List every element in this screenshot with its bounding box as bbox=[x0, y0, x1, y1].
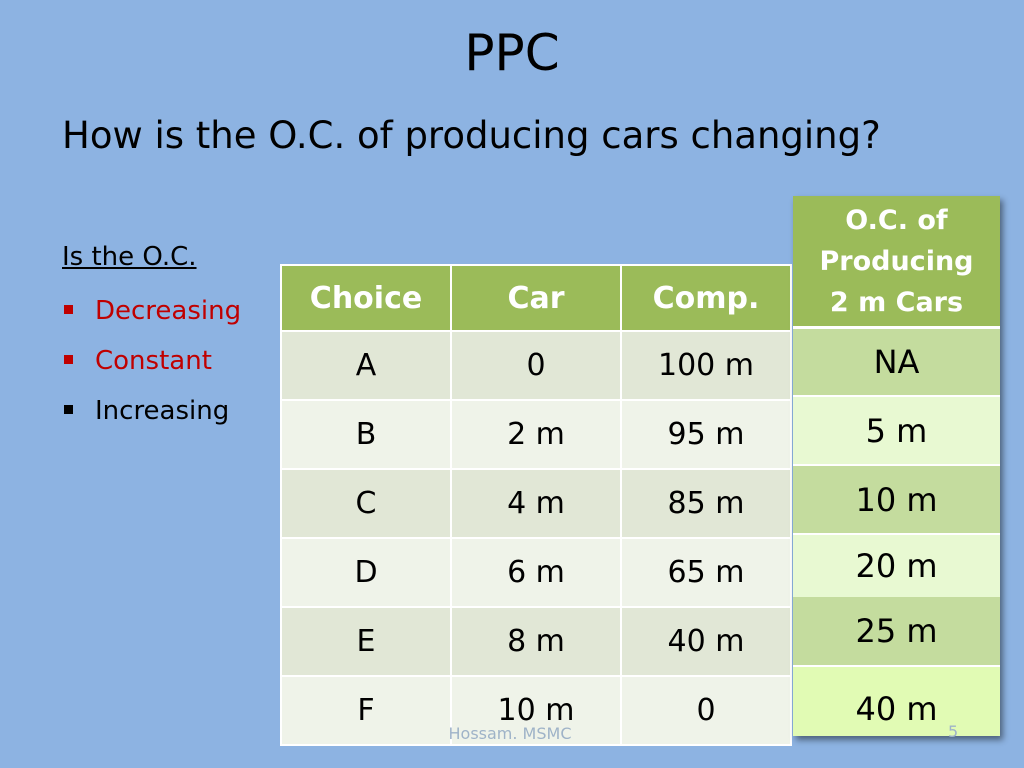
table-row: E 8 m 40 m bbox=[280, 606, 792, 677]
header-comp: Comp. bbox=[620, 264, 792, 332]
table-row: D 6 m 65 m bbox=[280, 537, 792, 608]
page-number: 5 bbox=[948, 722, 959, 741]
ppc-table: Choice Car Comp. A 0 100 m B 2 m 95 m C … bbox=[280, 264, 792, 746]
slide-subtitle: How is the O.C. of producing cars changi… bbox=[62, 114, 881, 157]
table-cell: 2 m bbox=[450, 399, 622, 470]
question-lead: Is the O.C. bbox=[62, 242, 197, 272]
table-cell: F bbox=[280, 675, 452, 746]
oc-value-cell: NA bbox=[793, 329, 1000, 395]
table-row: A 0 100 m bbox=[280, 330, 792, 401]
answer-options: Decreasing Constant Increasing bbox=[62, 286, 241, 436]
option-constant: Constant bbox=[62, 336, 241, 386]
square-bullet-icon bbox=[64, 355, 73, 364]
table-cell: 85 m bbox=[620, 468, 792, 539]
oc-column-box: O.C. of Producing 2 m Cars NA 5 m 10 m 2… bbox=[793, 196, 1000, 736]
table-cell: A bbox=[280, 330, 452, 401]
table-cell: 4 m bbox=[450, 468, 622, 539]
table-cell: 100 m bbox=[620, 330, 792, 401]
square-bullet-icon bbox=[64, 305, 73, 314]
table-cell: B bbox=[280, 399, 452, 470]
table-row: F 10 m 0 bbox=[280, 675, 792, 746]
table-cell: 0 bbox=[450, 330, 622, 401]
table-cell: 65 m bbox=[620, 537, 792, 608]
table-cell: 40 m bbox=[620, 606, 792, 677]
option-decreasing: Decreasing bbox=[62, 286, 241, 336]
table-cell: E bbox=[280, 606, 452, 677]
table-cell: 10 m bbox=[450, 675, 622, 746]
table-cell: 95 m bbox=[620, 399, 792, 470]
table-cell: 8 m bbox=[450, 606, 622, 677]
square-bullet-icon bbox=[64, 405, 73, 414]
table-cell: 6 m bbox=[450, 537, 622, 608]
oc-value-cell: 10 m bbox=[793, 466, 1000, 533]
slide-footer: Hossam. MSMC bbox=[448, 724, 572, 743]
table-row: B 2 m 95 m bbox=[280, 399, 792, 470]
header-car: Car bbox=[450, 264, 622, 332]
table-cell: 0 bbox=[620, 675, 792, 746]
oc-column-header: O.C. of Producing 2 m Cars bbox=[793, 196, 1000, 329]
table-header-row: Choice Car Comp. bbox=[280, 264, 792, 332]
table-cell: D bbox=[280, 537, 452, 608]
table-row: C 4 m 85 m bbox=[280, 468, 792, 539]
oc-value-cell: 40 m bbox=[793, 667, 1000, 736]
oc-value-cell: 5 m bbox=[793, 397, 1000, 464]
oc-value-cell: 20 m bbox=[793, 535, 1000, 597]
slide-title: PPC bbox=[464, 24, 560, 82]
header-choice: Choice bbox=[280, 264, 452, 332]
table-cell: C bbox=[280, 468, 452, 539]
option-increasing: Increasing bbox=[62, 386, 241, 436]
oc-value-cell: 25 m bbox=[793, 597, 1000, 665]
